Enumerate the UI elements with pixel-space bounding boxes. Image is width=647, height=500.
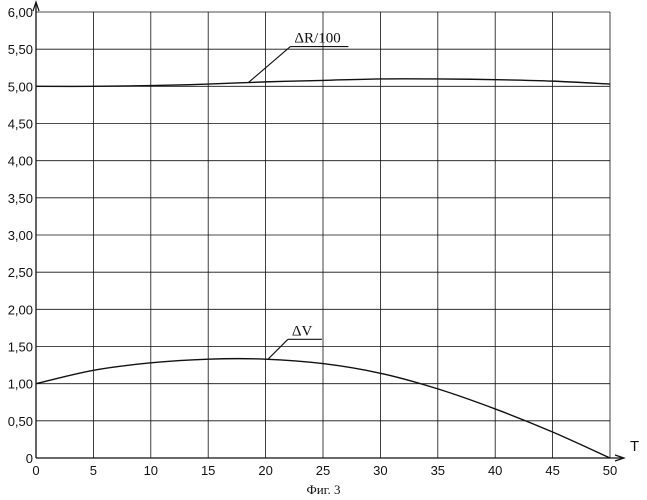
x-tick-label: 40 bbox=[488, 463, 502, 478]
y-tick-label: 2,50 bbox=[8, 265, 33, 280]
y-tick-label: 4,00 bbox=[8, 154, 33, 169]
x-tick-label: 15 bbox=[201, 463, 215, 478]
x-tick-label: 0 bbox=[32, 463, 39, 478]
y-tick-label: 2,00 bbox=[8, 302, 33, 317]
x-tick-label: 10 bbox=[144, 463, 158, 478]
y-tick-label: 1,00 bbox=[8, 377, 33, 392]
y-tick-label: 3,50 bbox=[8, 191, 33, 206]
x-tick-label: 30 bbox=[373, 463, 387, 478]
x-tick-label: 45 bbox=[545, 463, 559, 478]
x-axis-title: T bbox=[630, 438, 639, 455]
x-tick-label: 20 bbox=[258, 463, 272, 478]
x-tick-label: 35 bbox=[431, 463, 445, 478]
axes bbox=[33, 2, 624, 461]
grid bbox=[36, 12, 610, 458]
series-leader-line bbox=[268, 339, 288, 359]
y-tick-label: 1,50 bbox=[8, 340, 33, 355]
figure-caption: Фиг. 3 bbox=[0, 482, 647, 498]
y-tick-label: 5,00 bbox=[8, 79, 33, 94]
tick-labels: 0 0,50 1,00 1,50 2,00 2,50 3,00 3,50 4,00 4,50 5,0… bbox=[8, 5, 618, 478]
x-tick-label: 50 bbox=[603, 463, 617, 478]
chart: 0 0,50 1,00 1,50 2,00 2,50 3,00 3,50 4,00 4,50 5,0… bbox=[0, 0, 647, 480]
x-tick-label: 25 bbox=[316, 463, 330, 478]
series-leader-line bbox=[248, 47, 290, 83]
series-label: ΔV bbox=[292, 323, 313, 339]
series-label: ΔR/100 bbox=[294, 31, 340, 47]
y-tick-label: 4,50 bbox=[8, 117, 33, 132]
y-tick-label: 0,50 bbox=[8, 414, 33, 429]
y-tick-label: 6,00 bbox=[8, 5, 33, 20]
x-tick-label: 5 bbox=[90, 463, 97, 478]
y-tick-label: 5,50 bbox=[8, 42, 33, 57]
y-tick-label: 3,00 bbox=[8, 228, 33, 243]
